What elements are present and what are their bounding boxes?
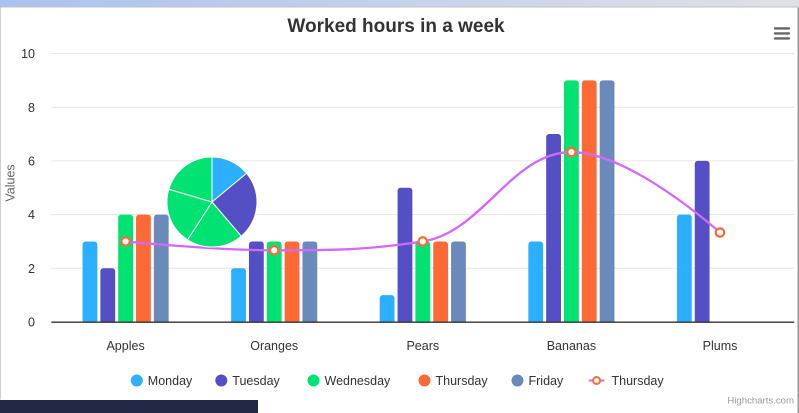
svg-text:Values: Values [4,164,18,201]
svg-text:Tuesday: Tuesday [232,374,280,388]
svg-text:Wednesday: Wednesday [325,374,392,388]
svg-text:Apples: Apples [106,339,144,353]
svg-text:2: 2 [28,262,35,276]
svg-text:8: 8 [28,101,35,115]
svg-text:Plums: Plums [703,339,738,353]
svg-text:0: 0 [28,316,35,330]
svg-text:Oranges: Oranges [250,339,298,353]
svg-text:6: 6 [28,155,35,169]
svg-text:Thursday: Thursday [436,374,489,388]
svg-text:Pears: Pears [406,339,439,353]
svg-text:Highcharts.com: Highcharts.com [727,396,794,407]
svg-text:10: 10 [21,47,35,61]
svg-text:Worked hours in a week: Worked hours in a week [287,16,505,37]
svg-text:Bananas: Bananas [547,339,596,353]
svg-text:Thursday: Thursday [612,374,665,388]
svg-text:Friday: Friday [529,374,564,388]
svg-text:Monday: Monday [148,374,193,388]
svg-text:4: 4 [28,208,35,222]
